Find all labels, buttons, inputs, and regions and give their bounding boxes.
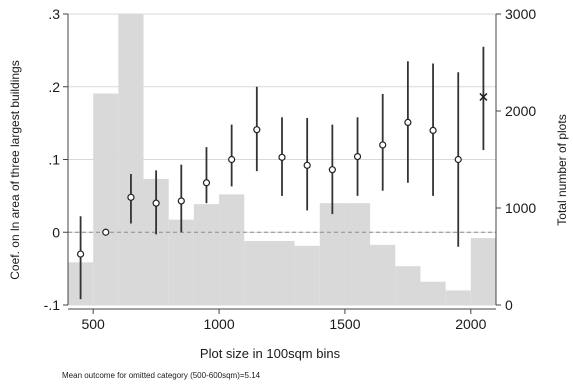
coefficient-point bbox=[479, 92, 488, 101]
histogram-bar bbox=[319, 203, 345, 305]
coefficient-point bbox=[228, 155, 236, 164]
histogram-bar bbox=[370, 244, 396, 305]
coefficient-point bbox=[454, 155, 462, 164]
histogram-bar bbox=[219, 194, 245, 305]
coefficient-point bbox=[429, 126, 437, 134]
x-marker-stroke bbox=[479, 92, 488, 101]
y-right-tick-label: 1000 bbox=[505, 200, 536, 216]
coefficient-point bbox=[353, 152, 362, 161]
x-tick-label: 2000 bbox=[455, 316, 486, 332]
histogram-bar bbox=[294, 245, 320, 305]
coefficient-point bbox=[202, 179, 211, 187]
coefficient-point bbox=[379, 141, 387, 149]
coefficient-points bbox=[76, 92, 488, 258]
coefficient-point bbox=[303, 161, 311, 169]
coefficient-point bbox=[404, 118, 412, 126]
histogram-bar bbox=[118, 14, 144, 305]
histogram-bar bbox=[168, 219, 194, 305]
histogram-bar bbox=[395, 266, 421, 305]
footnote: Mean outcome for omitted category (500-6… bbox=[62, 371, 261, 380]
y-left-tick-label: 0 bbox=[52, 224, 60, 240]
axes: -.1 0 .1 .2 .3 0 1000 2000 3000 500 1000 1500 2000 bbox=[44, 6, 537, 332]
coefficient-point bbox=[127, 193, 135, 201]
y-left-tick-label: -.1 bbox=[44, 297, 61, 313]
histogram-bar bbox=[93, 93, 119, 305]
coefficient-point bbox=[278, 153, 286, 161]
coefficient-point bbox=[76, 250, 85, 258]
histogram-bars bbox=[68, 14, 496, 305]
y-right-tick-label: 2000 bbox=[505, 103, 536, 119]
x-axis-label: Plot size in 100sqm bins bbox=[200, 346, 341, 361]
y-right-tick-label: 3000 bbox=[505, 6, 536, 22]
histogram-bar bbox=[344, 203, 371, 305]
histogram-bar bbox=[420, 281, 446, 305]
coefficient-point bbox=[102, 228, 110, 236]
histogram-bar bbox=[470, 238, 496, 305]
coefficient-point bbox=[152, 199, 160, 207]
y-right-tick-label: 0 bbox=[505, 297, 513, 313]
coefficient-point bbox=[328, 166, 336, 174]
x-tick-label: 1000 bbox=[203, 316, 234, 332]
x-tick-label: 500 bbox=[81, 316, 105, 332]
y-left-tick-label: .3 bbox=[48, 6, 60, 22]
histogram-bar bbox=[269, 240, 295, 305]
y-axis-right-label: Total number of plots bbox=[555, 114, 569, 225]
histogram-bar bbox=[244, 240, 270, 305]
coefficient-point bbox=[177, 197, 185, 205]
coefficient-point bbox=[253, 126, 261, 134]
y-axis-left-label: Coef. on ln area of three largest buildi… bbox=[8, 60, 22, 279]
y-left-tick-label: .2 bbox=[48, 79, 60, 95]
x-tick-label: 1500 bbox=[329, 316, 360, 332]
histogram-bar bbox=[193, 204, 220, 305]
y-left-tick-label: .1 bbox=[48, 152, 60, 168]
histogram-bar bbox=[445, 290, 471, 305]
